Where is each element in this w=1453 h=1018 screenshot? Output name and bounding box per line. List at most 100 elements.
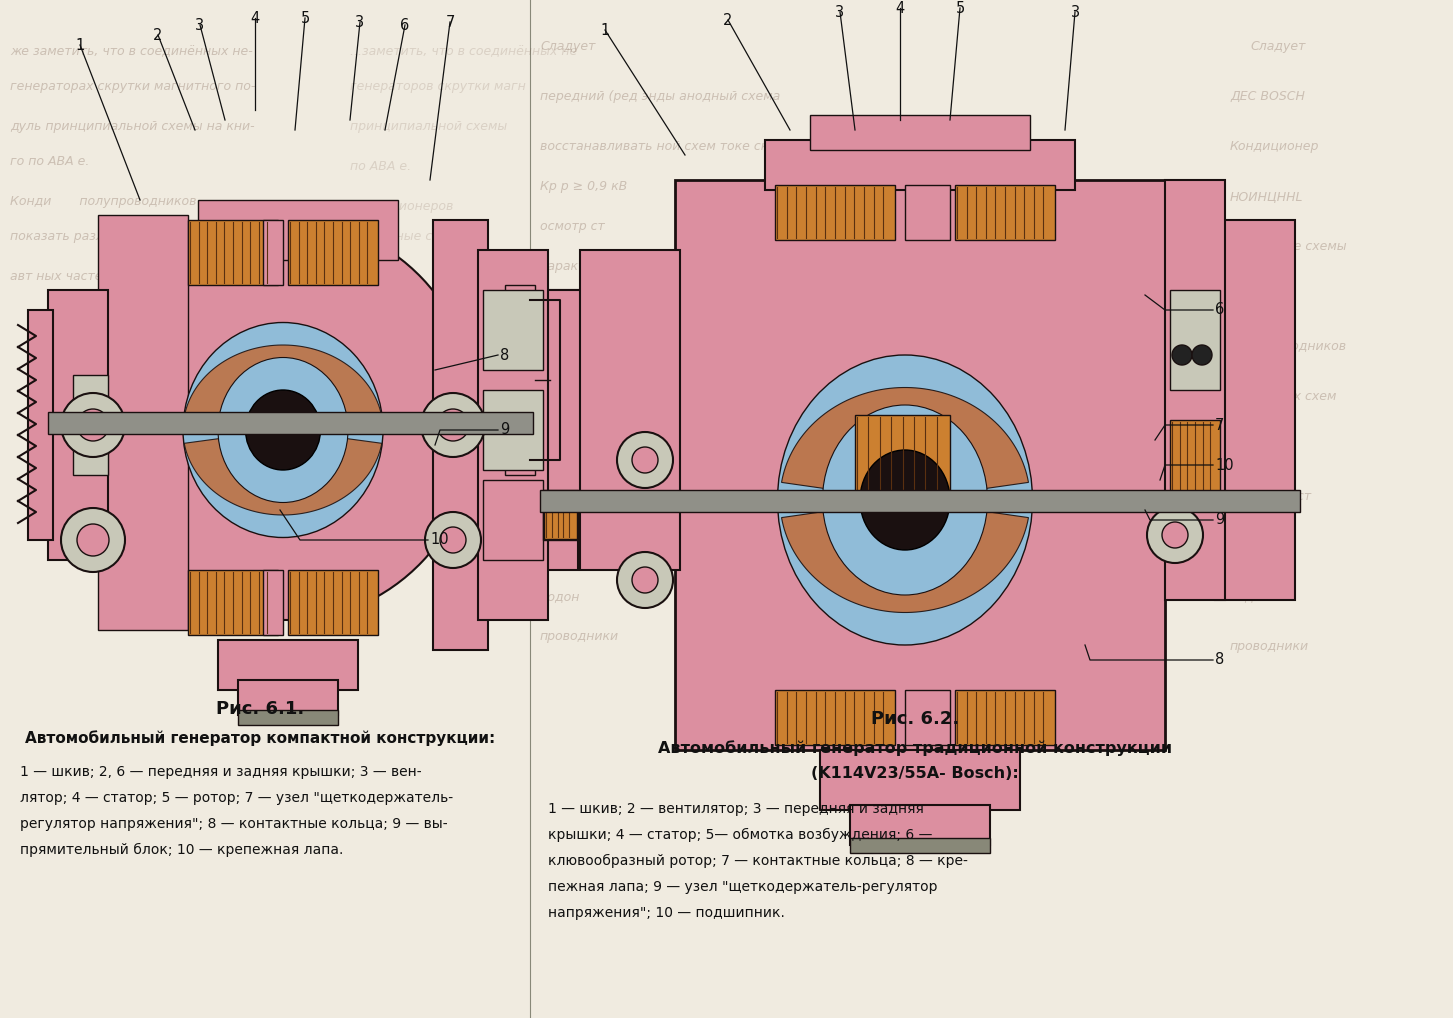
Text: ходон: ходон [1231, 590, 1270, 603]
Ellipse shape [246, 390, 321, 470]
Text: 8: 8 [1215, 653, 1225, 668]
Text: характеристик: характеристик [541, 260, 639, 273]
Circle shape [440, 527, 466, 553]
Ellipse shape [860, 450, 950, 550]
Bar [850, 805, 989, 845]
Text: осмотр ст: осмотр ст [541, 220, 604, 233]
Text: авт ных частей к: авт ных частей к [10, 270, 122, 283]
Bar [905, 185, 950, 240]
Bar [218, 640, 357, 690]
Text: ходон: ходон [541, 500, 580, 513]
Bar [288, 570, 378, 635]
Bar [774, 185, 895, 240]
Text: основных ст: основных ст [1231, 490, 1311, 503]
Bar [955, 690, 1055, 745]
Bar [97, 215, 187, 630]
Bar [238, 710, 339, 725]
Text: 2: 2 [724, 12, 732, 27]
Bar [905, 690, 950, 745]
Text: автомат: автомат [1231, 290, 1284, 303]
Text: пежная лапа; 9 — узел "щеткодержатель-регулятор: пежная лапа; 9 — узел "щеткодержатель-ре… [548, 880, 937, 894]
Circle shape [618, 432, 673, 488]
Circle shape [87, 419, 99, 431]
Text: ходон: ходон [541, 590, 580, 603]
Bar [433, 220, 488, 651]
Text: проводники: проводники [541, 630, 619, 643]
Text: 8: 8 [500, 347, 509, 362]
Text: 5: 5 [301, 10, 309, 25]
Bar [482, 290, 543, 370]
Bar [263, 570, 283, 635]
Bar [73, 375, 108, 475]
Text: принципиальной схемы: принципиальной схемы [350, 120, 507, 133]
Bar [543, 490, 578, 540]
Text: 4: 4 [250, 10, 260, 25]
Circle shape [632, 447, 658, 473]
Text: 3: 3 [835, 4, 844, 19]
Text: Конди       полупроводников: Конди полупроводников [10, 195, 196, 208]
Text: клювообразный ротор; 7 — контактные кольца; 8 — кре-: клювообразный ротор; 7 — контактные коль… [548, 854, 968, 868]
Text: же заметить, что в соединённых не-: же заметить, что в соединённых не- [10, 45, 253, 58]
Bar [238, 680, 339, 715]
Circle shape [61, 393, 125, 457]
Bar [506, 285, 535, 315]
Text: Кондиционеров: Кондиционеров [350, 200, 455, 213]
Circle shape [77, 524, 109, 556]
Bar [819, 750, 1020, 810]
Text: пер: пер [541, 460, 564, 473]
Text: генераторах скрутки магнитного по-: генераторах скрутки магнитного по- [10, 80, 256, 93]
Bar [48, 412, 533, 434]
Text: 10: 10 [1215, 457, 1234, 472]
Text: лятор; 4 — статор; 5 — ротор; 7 — узел "щеткодержатель-: лятор; 4 — статор; 5 — ротор; 7 — узел "… [20, 791, 453, 805]
Polygon shape [185, 345, 382, 421]
Text: Сладует: Сладует [1250, 40, 1305, 53]
Text: прямительный блок; 10 — крепежная лапа.: прямительный блок; 10 — крепежная лапа. [20, 843, 343, 857]
Text: Рис. 6.2.: Рис. 6.2. [870, 710, 959, 728]
Bar [538, 290, 578, 570]
Text: 1: 1 [600, 22, 610, 38]
Text: 3: 3 [356, 14, 365, 30]
Ellipse shape [822, 405, 988, 595]
Bar [809, 115, 1030, 150]
Bar [530, 290, 586, 530]
Text: 1: 1 [76, 38, 84, 53]
Text: 2: 2 [154, 27, 163, 43]
Circle shape [1146, 507, 1203, 563]
Bar [482, 390, 543, 470]
Bar [541, 490, 1300, 512]
Bar [1170, 420, 1221, 500]
Text: 1 — шкив; 2, 6 — передняя и задняя крышки; 3 — вен-: 1 — шкив; 2, 6 — передняя и задняя крышк… [20, 765, 421, 779]
Polygon shape [782, 511, 1029, 613]
Text: Кондиционер: Кондиционер [1231, 140, 1319, 153]
Text: восстанавливать ной схем токе ском: восстанавливать ной схем токе ском [541, 140, 785, 153]
Circle shape [448, 419, 459, 431]
Text: го по АВА е.: го по АВА е. [10, 155, 90, 168]
Text: 6: 6 [1215, 302, 1225, 318]
Bar [854, 415, 950, 495]
Circle shape [1173, 345, 1191, 365]
Circle shape [632, 567, 658, 593]
Text: 6: 6 [401, 17, 410, 33]
Bar [1165, 180, 1225, 600]
Text: напряжения"; 10 — подшипник.: напряжения"; 10 — подшипник. [548, 906, 785, 920]
Text: ДЕС BOSCH: ДЕС BOSCH [1231, 90, 1305, 103]
Text: 9: 9 [500, 422, 509, 438]
Text: по АВА е.: по АВА е. [350, 160, 411, 173]
Bar [506, 445, 535, 475]
Bar [580, 250, 680, 570]
Bar [198, 200, 398, 260]
Text: 1 — шкив; 2 — вентилятор; 3 — передняя и задняя: 1 — шкив; 2 — вентилятор; 3 — передняя и… [548, 802, 924, 816]
Text: генераторов скрутки магн: генераторов скрутки магн [350, 80, 526, 93]
Bar [1170, 290, 1221, 390]
Text: 3: 3 [1071, 4, 1080, 19]
Text: 3: 3 [196, 17, 205, 33]
Bar [1215, 220, 1295, 600]
Text: 5: 5 [956, 0, 965, 15]
Text: показать различные схемы выпрями-: показать различные схемы выпрями- [10, 230, 257, 243]
Text: 7: 7 [1215, 417, 1225, 433]
Text: различных схем: различных схем [1231, 390, 1337, 403]
Circle shape [437, 409, 469, 441]
Bar [676, 180, 1165, 750]
Circle shape [77, 409, 109, 441]
Text: Сладует: Сладует [541, 40, 596, 53]
